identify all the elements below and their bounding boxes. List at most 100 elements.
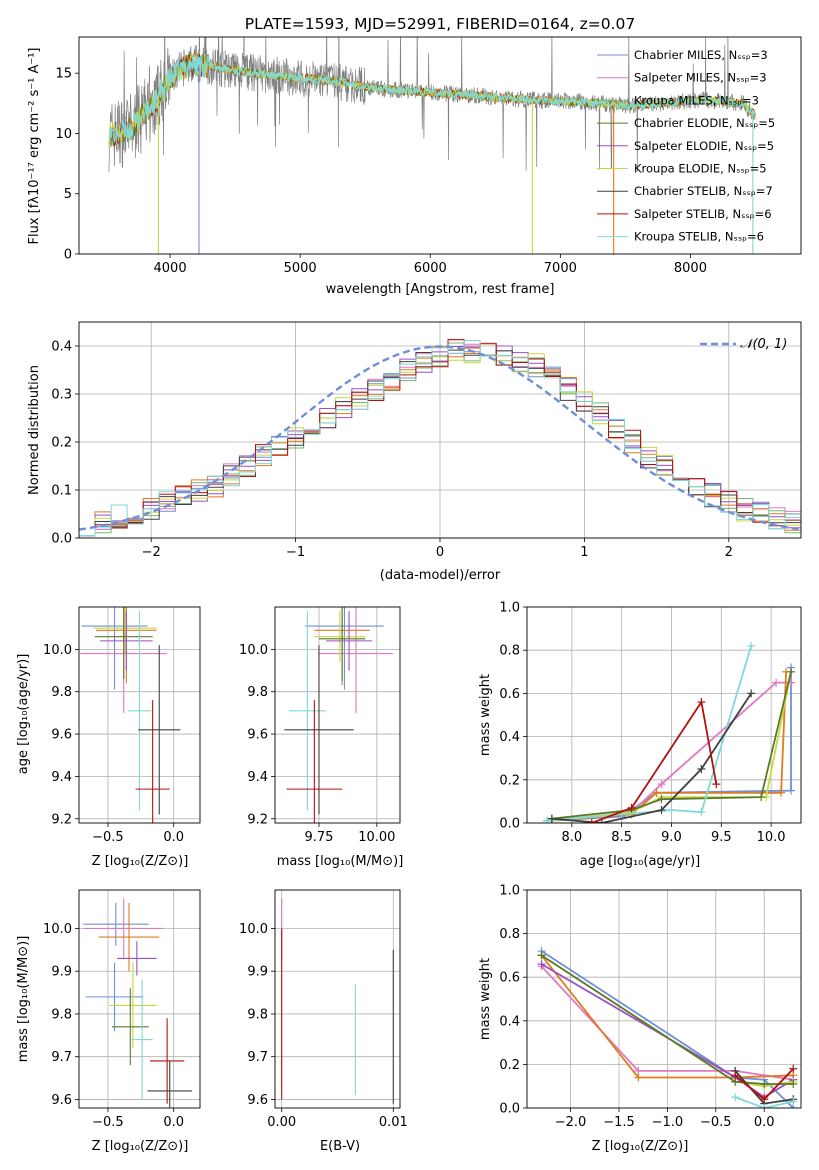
y-tick-label: 10.0: [43, 922, 72, 937]
x-tick-label: −0.5: [700, 1115, 732, 1130]
y-tick-label: 9.2: [51, 812, 72, 827]
x-tick-label: 5000: [284, 261, 317, 276]
weight-marker-salpeter_stelib: [731, 1071, 740, 1080]
plot-area: [281, 898, 394, 1104]
spectrum-legend: Chabrier MILES, Nₛₛₚ=3 Salpeter MILES, Nₛ…: [597, 48, 775, 244]
y-tick-label: 9.4: [247, 770, 268, 785]
legend-label-salpeter_stelib: Salpeter STELIB, Nₛₛₚ=6: [634, 207, 772, 221]
y-tick-label: 0.4: [499, 730, 520, 745]
x-tick-label: 0.00: [267, 1115, 296, 1130]
residuals-ylabel: Normed distribution: [27, 365, 42, 495]
y-tick-label: 0.2: [499, 773, 520, 788]
y-tick-label: 0.8: [499, 927, 520, 942]
weight-marker-orange: [777, 788, 786, 797]
y-tick-label: 0.6: [499, 687, 520, 702]
weight-marker-kroupa_stelib: [667, 806, 676, 815]
axes-frame: [78, 36, 802, 255]
mass-vs-ebv-panel: 0.00 0.01 9.6 9.7 9.8 9.9 10.0: [239, 889, 408, 1130]
y-tick-label: 9.6: [51, 1093, 72, 1108]
weight-line-orange: [540, 954, 794, 1079]
weight-marker-chabrier_stelib: [547, 814, 556, 823]
weight-line-salpeter_stelib: [591, 699, 718, 823]
axes-frame: [526, 606, 802, 824]
y-tick-label: 0: [64, 248, 72, 263]
x-tick-label: 8.0: [561, 830, 582, 845]
weight-marker-orange: [652, 788, 661, 797]
weight-marker-kroupa_stelib: [542, 816, 551, 823]
weight-vs-metallicity-panel: −2.0 −1.5 −1.0 −0.5 0.0 0.0 0.2 0.4 0.6 0.8 1.0: [499, 884, 802, 1130]
weight-age-ylabel: mass weight: [478, 674, 493, 756]
model-spectrum-kroupa_stelib: [108, 54, 756, 149]
y-tick-label: 0.4: [499, 1014, 520, 1029]
weight-marker-kroupa_stelib: [747, 641, 756, 650]
plot-area: [284, 607, 394, 823]
mass-z-xlabel: Z [log₁₀(Z/Z⊙)]: [92, 1139, 189, 1154]
axes-frame: [274, 606, 401, 824]
y-tick-label: 0.0: [499, 817, 520, 832]
weight-marker-chabrier_stelib: [597, 819, 606, 823]
y-tick-label: 9.9: [51, 965, 72, 980]
y-tick-label: 1.0: [499, 601, 520, 616]
weight-marker-salpeter_elodie: [537, 960, 546, 969]
x-tick-label: 10.00: [358, 830, 395, 845]
weight-line-kroupa_stelib: [734, 1096, 794, 1108]
x-tick-label: −1.5: [603, 1115, 635, 1130]
weight-marker-kroupa_stelib: [789, 1097, 798, 1106]
weight-marker-salpeter_miles: [657, 780, 666, 789]
weight-marker-chabrier_elodie: [789, 1080, 798, 1089]
weight-marker-chabrier_elodie: [537, 951, 546, 960]
spectrum-xlabel: wavelength [Angstrom, rest frame]: [326, 282, 555, 297]
x-tick-label: 9.0: [661, 830, 682, 845]
plot-area: [537, 947, 798, 1108]
x-tick-label: −2: [142, 545, 161, 560]
y-tick-label: 9.8: [247, 1007, 268, 1022]
axes-frame: [526, 889, 802, 1109]
y-tick-label: 9.8: [51, 1007, 72, 1022]
y-tick-label: 9.7: [247, 1050, 268, 1065]
axes-frame: [78, 321, 802, 539]
legend-label-chabrier_stelib: Chabrier STELIB, Nₛₛₚ=7: [634, 184, 773, 198]
gaussian-legend-label: 𝒩(0, 1): [740, 337, 787, 352]
weight-marker-chabrier_stelib: [747, 689, 756, 698]
weight-marker-salpeter_stelib: [789, 1064, 798, 1073]
weight-marker-chabrier_elodie: [760, 1080, 769, 1089]
weight-marker-salpeter_stelib: [712, 780, 721, 789]
weight-marker-chabrier_elodie: [787, 667, 796, 676]
y-tick-label: 10.0: [43, 643, 72, 658]
age-vs-mass-panel: 9.75 10.00 9.2 9.4 9.6 9.8 10.0: [239, 606, 401, 845]
plot-area: [82, 898, 193, 1108]
weight-z-ylabel: mass weight: [478, 958, 493, 1040]
y-tick-label: 9.6: [247, 1093, 268, 1108]
residuals-xlabel: (data-model)/error: [380, 568, 501, 583]
weight-line-kroupa_stelib: [546, 645, 753, 822]
mass-ylabel: mass [log₁₀(M/M⊙)]: [16, 936, 31, 1063]
figure-title: PLATE=1593, MJD=52991, FIBERID=0164, z=0…: [245, 15, 635, 33]
plot-area: [108, 37, 756, 254]
axes-frame: [78, 606, 201, 824]
x-tick-label: 7000: [544, 261, 577, 276]
y-tick-label: 9.9: [247, 965, 268, 980]
weight-marker-orange: [634, 1073, 643, 1082]
y-tick-label: 0.2: [51, 436, 72, 451]
y-tick-label: 9.6: [51, 728, 72, 743]
weight-marker-chabrier_elodie: [757, 793, 766, 802]
y-tick-label: 9.2: [247, 812, 268, 827]
weight-marker-chabrier_stelib: [657, 806, 666, 815]
x-tick-label: 0: [436, 545, 444, 560]
x-tick-label: 0.01: [379, 1115, 408, 1130]
weight-age-xlabel: age [log₁₀(age/yr)]: [580, 854, 701, 869]
histogram-kroupa_stelib: [79, 340, 801, 536]
weight-marker-salpeter_stelib: [587, 819, 596, 823]
residuals-panel: −2 −1 0 1 2 0.0 0.1 0.2 0.3 0.4: [51, 321, 802, 560]
x-tick-label: −1.0: [652, 1115, 684, 1130]
legend-label-chabrier_elodie: Chabrier ELODIE, Nₛₛₚ=5: [634, 116, 775, 130]
y-tick-label: 0.3: [51, 388, 72, 403]
weight-marker-kroupa_stelib: [731, 1093, 740, 1102]
y-tick-label: 9.8: [51, 685, 72, 700]
x-tick-label: 9.5: [711, 830, 732, 845]
y-tick-label: 0.2: [499, 1058, 520, 1073]
x-tick-label: 0.0: [754, 1115, 775, 1130]
weight-marker-salpeter_stelib: [627, 803, 636, 812]
mass-vs-metallicity-panel: −0.5 0.0 9.6 9.7 9.8 9.9 10.0: [43, 889, 201, 1130]
